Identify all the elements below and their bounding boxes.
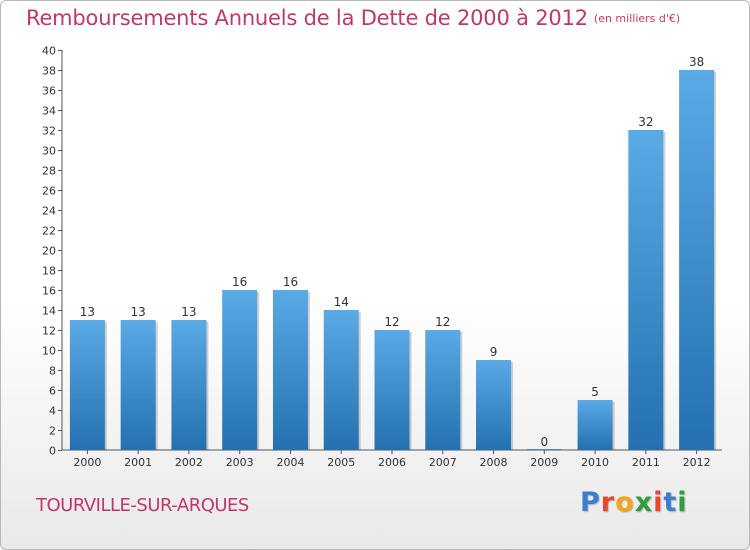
x-tick-label-2011: 2011: [632, 456, 660, 469]
x-tick-label-2000: 2000: [73, 456, 101, 469]
y-tick-label: 2: [49, 425, 56, 438]
logo-letter: x: [634, 487, 654, 518]
logo-letter: r: [600, 487, 616, 518]
bar-2002: [171, 320, 207, 450]
y-tick-label: 12: [42, 325, 56, 338]
value-label-2007: 12: [435, 315, 450, 329]
labels: 13 2000 13 2001 13 2002 16 2003 16 2004 14 2005 12 20…: [73, 55, 710, 469]
value-label-2009: 0: [540, 435, 548, 449]
value-label-2012: 38: [689, 55, 704, 69]
y-tick-label: 10: [42, 345, 56, 358]
x-tick-label-2012: 2012: [683, 456, 711, 469]
bars: [69, 70, 717, 450]
bar-2006: [374, 330, 410, 450]
value-label-2004: 16: [283, 275, 298, 289]
value-label-2003: 16: [232, 275, 247, 289]
bar-2009: [526, 449, 562, 450]
bar-2001: [120, 320, 156, 450]
bar-2007: [425, 330, 461, 450]
x-tick-label-2003: 2003: [226, 456, 254, 469]
bar-2008: [476, 360, 512, 450]
y-tick-label: 22: [42, 225, 56, 238]
y-tick-label: 40: [42, 45, 56, 58]
y-tick-label: 18: [42, 265, 56, 278]
y-tick-label: 20: [42, 245, 56, 258]
x-tick-label-2006: 2006: [378, 456, 406, 469]
y-tick-label: 24: [42, 205, 56, 218]
x-tick-label-2004: 2004: [276, 456, 304, 469]
value-label-2011: 32: [638, 115, 653, 129]
logo-letter: i: [653, 487, 664, 518]
value-label-2008: 9: [490, 345, 498, 359]
proxiti-logo: Proxiti: [580, 487, 688, 518]
y-tick-label: 14: [42, 305, 56, 318]
town-name: TOURVILLE-SUR-ARQUES: [36, 495, 249, 516]
chart-unit: (en milliers d'€): [593, 12, 681, 25]
x-tick-label-2008: 2008: [480, 456, 508, 469]
bar-2003: [222, 290, 258, 450]
y-tick-label: 8: [49, 365, 56, 378]
y-tick-label: 4: [49, 405, 56, 418]
x-tick-label-2010: 2010: [581, 456, 609, 469]
value-label-2005: 14: [334, 295, 349, 309]
y-tick-label: 26: [42, 185, 56, 198]
y-tick-label: 38: [42, 65, 56, 78]
value-label-2006: 12: [384, 315, 399, 329]
bar-2000: [69, 320, 105, 450]
y-tick-label: 6: [49, 385, 56, 398]
y-tick-label: 36: [42, 85, 56, 98]
bar-2005: [323, 310, 359, 450]
x-tick-label-2001: 2001: [124, 456, 152, 469]
chart-title-text: Remboursements Annuels de la Dette de 20…: [26, 6, 588, 30]
chart-title: Remboursements Annuels de la Dette de 20…: [26, 6, 680, 30]
bar-2010: [577, 400, 613, 450]
value-label-2000: 13: [80, 305, 95, 319]
value-label-2002: 13: [181, 305, 196, 319]
value-label-2001: 13: [131, 305, 146, 319]
y-tick-label: 0: [49, 445, 56, 458]
bar-2011: [628, 130, 664, 450]
logo-letter: t: [663, 487, 678, 518]
bar-2012: [679, 70, 715, 450]
logo-letter: P: [580, 487, 601, 518]
x-tick-label-2007: 2007: [429, 456, 457, 469]
x-tick-label-2005: 2005: [327, 456, 355, 469]
y-tick-label: 30: [42, 145, 56, 158]
bar-2004: [272, 290, 308, 450]
x-tick-label-2009: 2009: [530, 456, 558, 469]
logo-letter: i: [677, 487, 688, 518]
y-tick-label: 16: [42, 285, 56, 298]
y-tick-label: 28: [42, 165, 56, 178]
logo-letter: o: [615, 487, 635, 518]
y-tick-label: 32: [42, 125, 56, 138]
y-tick-label: 34: [42, 105, 56, 118]
value-label-2010: 5: [591, 385, 599, 399]
x-tick-label-2002: 2002: [175, 456, 203, 469]
